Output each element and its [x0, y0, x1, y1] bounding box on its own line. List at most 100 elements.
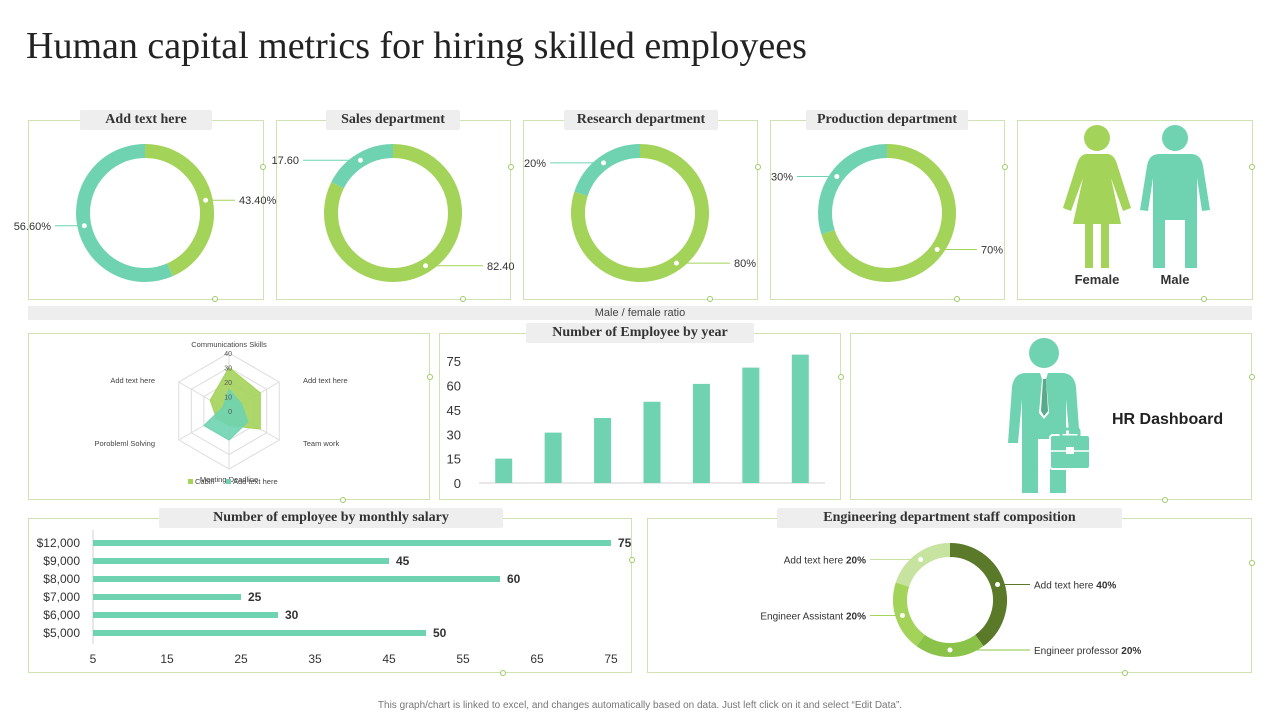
radar-axis-label: Add text here	[303, 376, 348, 385]
callout-dot	[80, 222, 88, 230]
salary-bar	[93, 540, 611, 546]
x-tick-label: 15	[160, 652, 174, 666]
female-label: Female	[1075, 272, 1120, 287]
bar-value-label: 30	[285, 608, 299, 622]
slice-label: Engineer Assistant 20%	[760, 611, 866, 622]
slice-label: Add text here 40%	[1034, 581, 1116, 592]
y-tick-label: 60	[447, 379, 461, 394]
callout-dot	[946, 646, 954, 654]
panel-handle	[1201, 296, 1207, 302]
callout-dot	[202, 196, 210, 204]
bar-value-label: 60	[507, 572, 521, 586]
slice-name: Add text here	[784, 556, 846, 567]
salary-bar	[93, 576, 500, 582]
radar-tick-label: 20	[224, 380, 232, 387]
donut-title-2: Sales department	[326, 110, 460, 130]
slice-label: Add text here 20%	[784, 556, 866, 567]
panel-handle	[629, 557, 635, 563]
panel-handle	[838, 374, 844, 380]
callout-dot	[356, 156, 364, 164]
callout-dot	[833, 173, 841, 181]
panel-handle	[1249, 374, 1255, 380]
category-label: $8,000	[43, 572, 80, 586]
briefcase-icon	[1049, 427, 1091, 470]
slice-percent: 40%	[1096, 581, 1116, 592]
hr-panel	[850, 333, 1252, 500]
panel-handle	[707, 296, 713, 302]
radar-tick-label: 30	[224, 366, 232, 373]
panel-handle	[1002, 164, 1008, 170]
engineering-chart-title: Engineering department staff composition	[777, 508, 1122, 528]
page-title: Human capital metrics for hiring skilled…	[26, 25, 807, 67]
female-icon	[1063, 125, 1131, 268]
y-tick-label: 45	[447, 403, 461, 418]
category-label: $12,000	[37, 536, 81, 550]
x-tick-label: 5	[90, 652, 97, 666]
year-bar	[692, 383, 710, 483]
salary-bar	[93, 558, 389, 564]
year-bar-chart: 75 60 45 30 15 0	[447, 354, 825, 491]
slice-label: Engineer professor 20%	[1034, 646, 1141, 657]
donut-title-3: Research department	[564, 110, 718, 130]
slice-name: Engineer professor	[1034, 646, 1121, 657]
donut-teal-segment	[76, 144, 173, 282]
x-tick-label: 25	[234, 652, 248, 666]
ratio-caption: Male / female ratio	[28, 306, 1252, 320]
salary-bar	[93, 612, 278, 618]
donut-2: 82.40 17.60	[271, 144, 515, 282]
y-tick-label: 75	[447, 354, 461, 369]
callout-dot	[933, 245, 941, 253]
bar-value-label: 50	[433, 626, 447, 640]
donut-title-1: Add text here	[80, 110, 212, 130]
bar-value-label: 45	[396, 554, 410, 568]
radar-panel	[28, 333, 430, 500]
donut-green-label: 43.40%	[239, 195, 277, 207]
donut-3: 80% 20%	[524, 144, 756, 282]
x-tick-label: 75	[604, 652, 618, 666]
panel-handle	[427, 374, 433, 380]
footer-note: This graph/chart is linked to excel, and…	[377, 700, 903, 711]
panel-handle	[1162, 497, 1168, 503]
year-bar	[742, 367, 760, 483]
slice-percent: 20%	[846, 611, 866, 622]
category-label: $6,000	[43, 608, 80, 622]
panel-handle	[500, 670, 506, 676]
callout-dot	[600, 159, 608, 167]
x-tick-label: 35	[308, 652, 322, 666]
year-bar	[495, 458, 513, 483]
salary-bar-chart: $12,000 75 $9,000 45 $8,000 60 $7,000 25 $6,000 3…	[37, 530, 632, 666]
salary-bar	[93, 594, 241, 600]
donut-teal-label: 20%	[524, 158, 546, 170]
year-bar	[544, 432, 562, 483]
x-tick-label: 55	[456, 652, 470, 666]
radar-axis-label: Porobleml Solving	[95, 439, 155, 448]
donut-teal-label: 56.60%	[14, 221, 52, 233]
male-label: Male	[1161, 272, 1190, 287]
radar-axis-label: Communications Skills	[191, 340, 267, 349]
donut-charts: 43.40% 56.60% 82.40 17.60 80% 20% 70% 30%	[14, 144, 1003, 282]
panel-handle	[755, 164, 761, 170]
bar-value-label: 25	[248, 590, 262, 604]
year-chart-title: Number of Employee by year	[526, 323, 754, 343]
callout-dot	[898, 611, 906, 619]
panel-handle	[508, 164, 514, 170]
donut-green-label: 80%	[734, 258, 756, 270]
radar-chart: 40 30 20 10 0 Communications Skills Add text h…	[95, 340, 348, 486]
radar-axis-label: Add text here	[110, 376, 155, 385]
donut-teal-segment	[331, 144, 394, 189]
hr-dashboard-label: HR Dashboard	[1112, 411, 1223, 428]
category-label: $7,000	[43, 590, 80, 604]
hr-dashboard-graphic: HR Dashboard	[1008, 338, 1223, 493]
slice-percent: 20%	[1121, 646, 1141, 657]
donut-title-4: Production department	[806, 110, 968, 130]
legend-label: Add text here	[233, 477, 278, 486]
donut-slice	[949, 543, 1007, 647]
y-tick-label: 30	[447, 427, 461, 442]
panel-handle	[1249, 560, 1255, 566]
callout-dot	[672, 259, 680, 267]
donut-teal-label: 30%	[771, 172, 793, 184]
engineering-donut-chart: Add text here 40%Engineer professor 20%E…	[760, 543, 1141, 657]
callout-dot	[917, 556, 925, 564]
panel-handle	[212, 296, 218, 302]
salary-chart-title: Number of employee by monthly salary	[159, 508, 503, 528]
